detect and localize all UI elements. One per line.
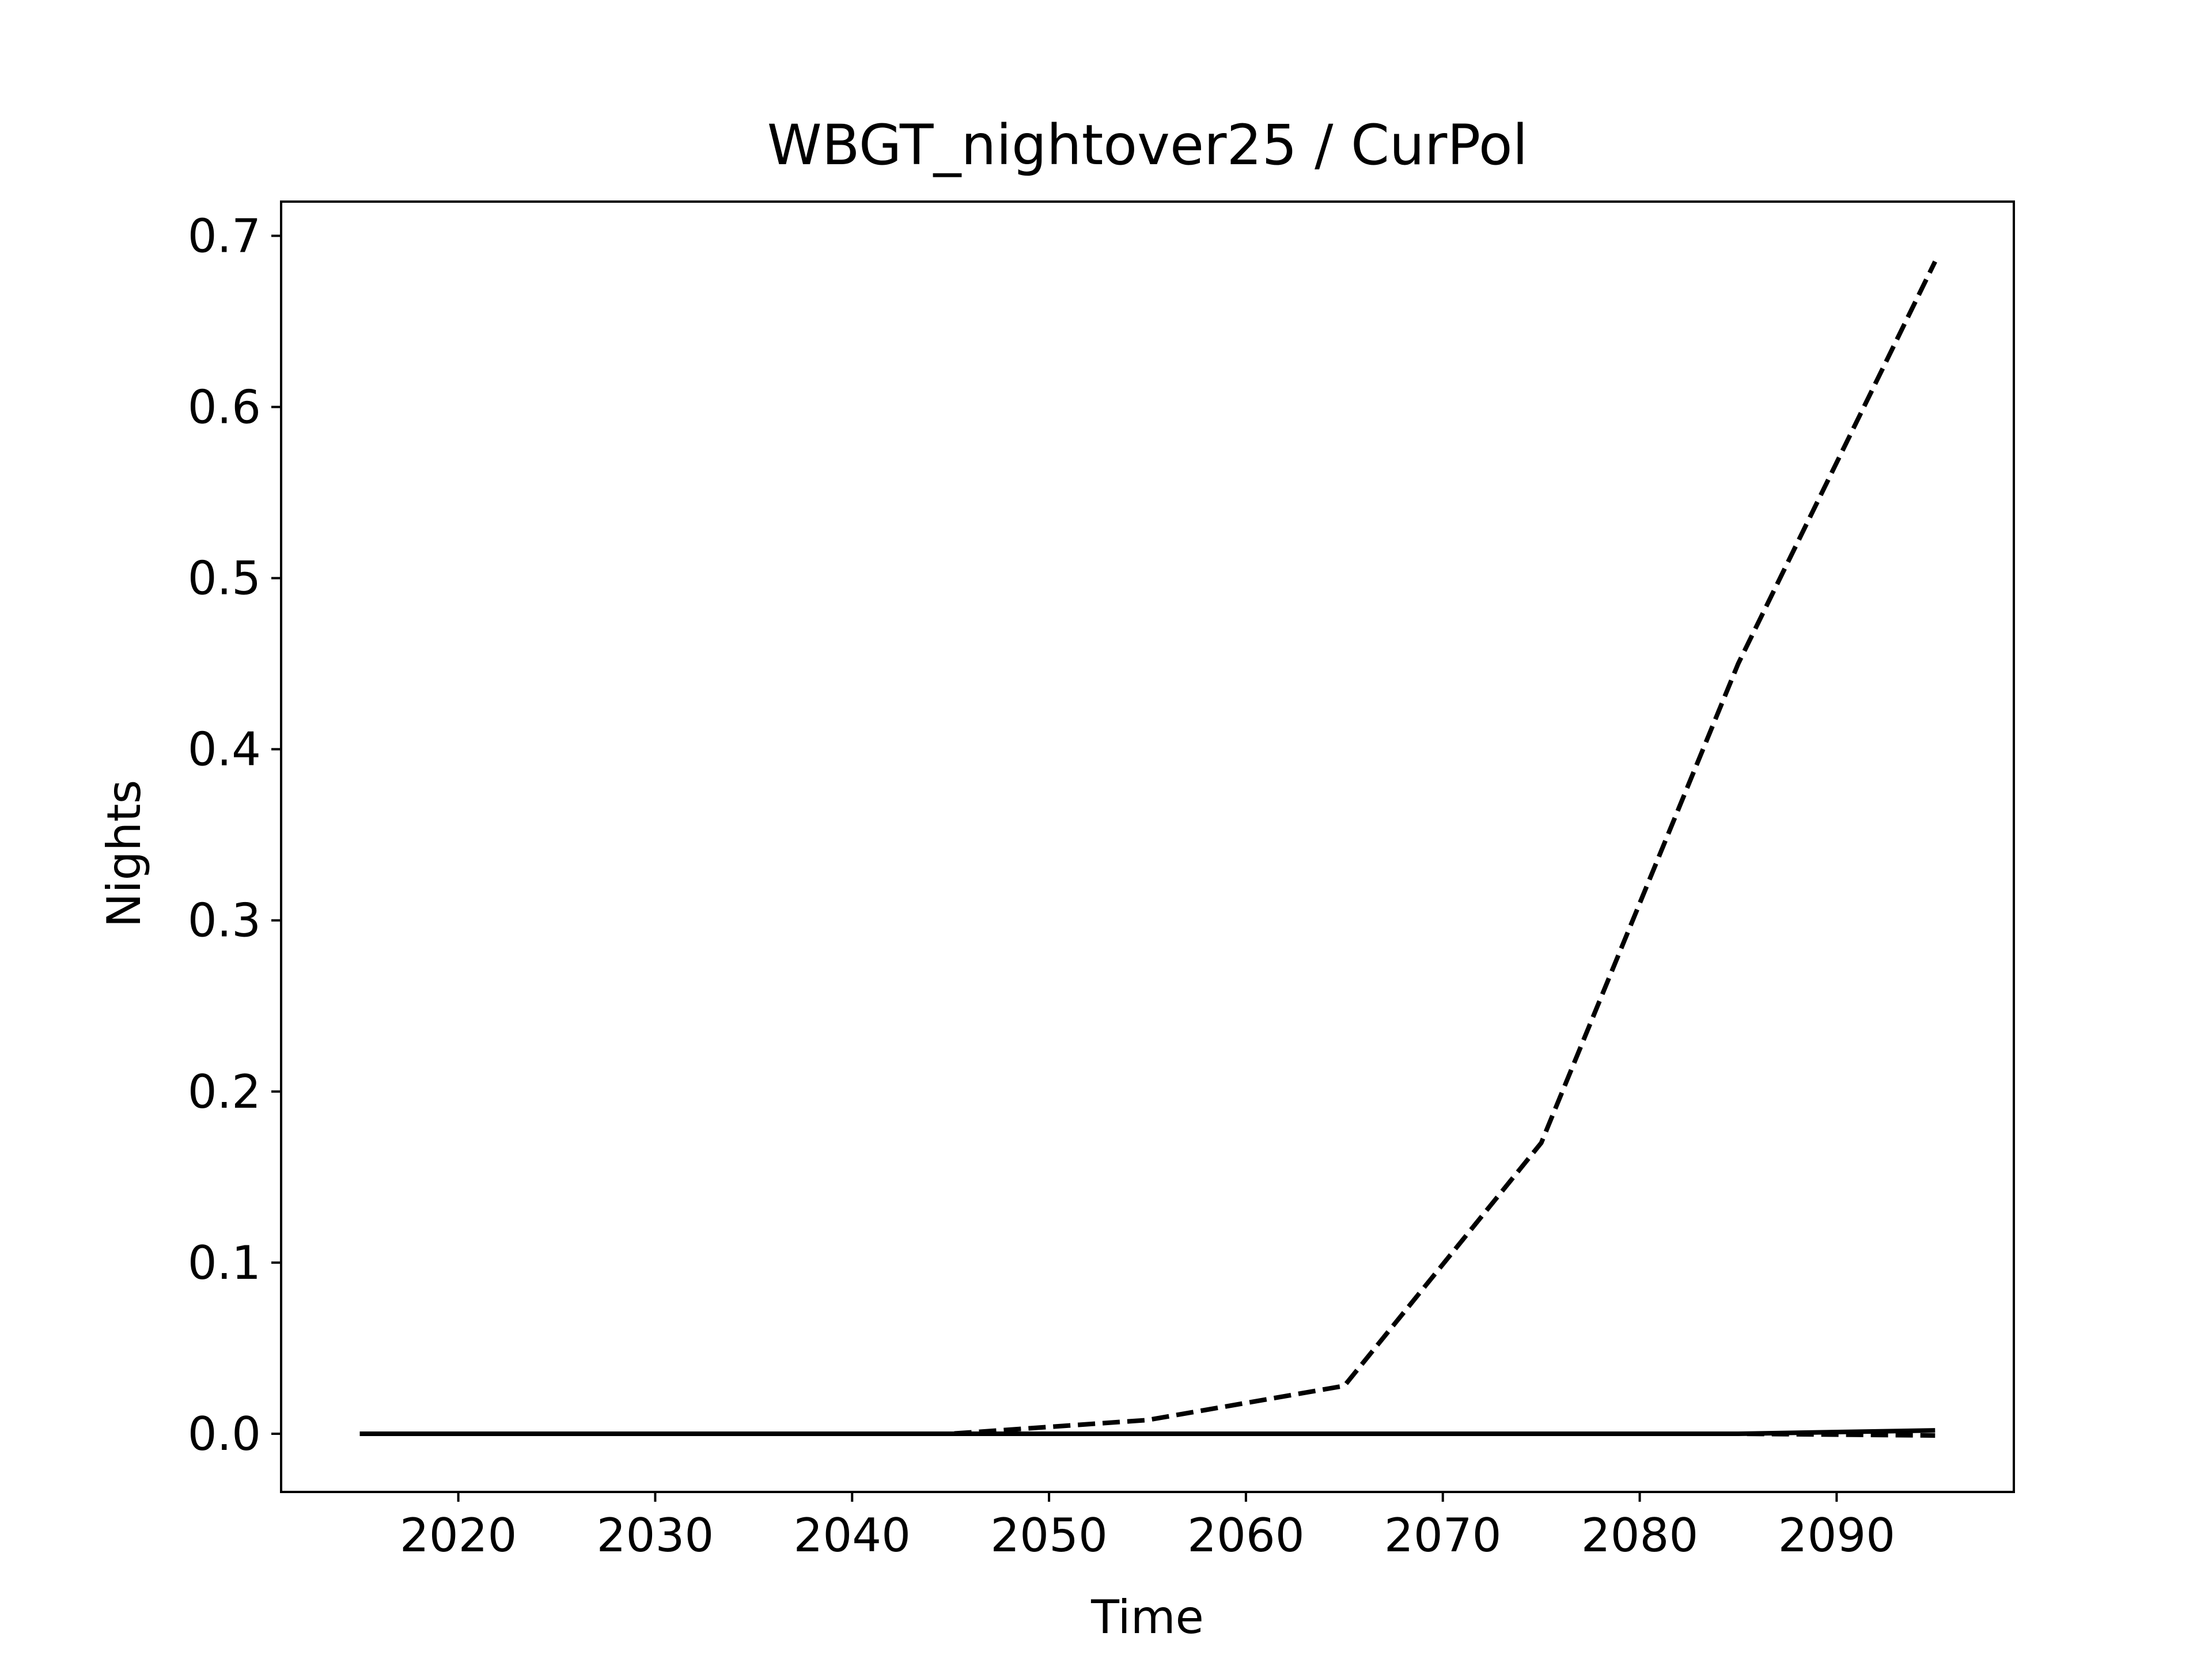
y-tick-label: 0.6 — [188, 380, 261, 434]
x-tick-label: 2080 — [1581, 1509, 1699, 1562]
y-tick-label: 0.3 — [188, 894, 261, 948]
y-tick-label: 0.4 — [188, 723, 261, 777]
y-tick-label: 0.2 — [188, 1065, 261, 1119]
x-axis-label: Time — [1090, 1590, 1204, 1644]
y-tick-label: 0.1 — [188, 1236, 261, 1290]
x-tick-label: 2030 — [597, 1509, 714, 1562]
y-tick-label: 0.0 — [188, 1407, 261, 1461]
x-tick-label: 2040 — [793, 1509, 911, 1562]
y-axis-label: Nights — [97, 780, 151, 928]
plot-area: 2020 2030 2040 2050 2060 2070 2080 2090 0.0 0.1 0.… — [188, 200, 2015, 1562]
x-tick-label: 2090 — [1778, 1509, 1896, 1562]
x-tick-label: 2070 — [1384, 1509, 1502, 1562]
x-tick-label: 2050 — [990, 1509, 1108, 1562]
y-tick-label: 0.5 — [188, 552, 261, 605]
y-tick-label: 0.7 — [188, 209, 261, 263]
series-line-3 — [359, 1428, 1936, 1436]
axes-frame — [280, 200, 2015, 1493]
x-tick-label: 2060 — [1187, 1509, 1305, 1562]
chart-title: WBGT_nightover25 / CurPol — [767, 113, 1528, 177]
x-tick-label: 2020 — [400, 1509, 517, 1562]
series-line-1 — [359, 260, 1937, 1436]
